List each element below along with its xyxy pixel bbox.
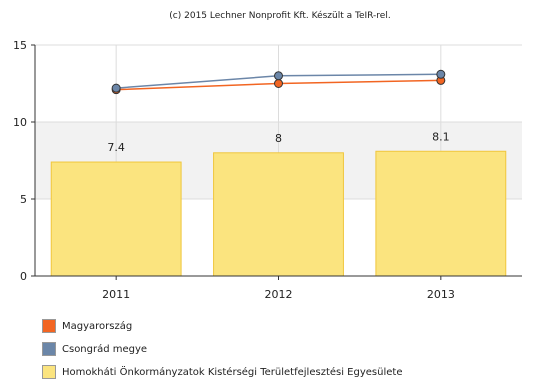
bar-data-label: 8	[275, 132, 282, 145]
series-marker	[274, 71, 283, 81]
bar-data-label: 8.1	[432, 130, 450, 143]
legend-item-hungary: Magyarország	[42, 318, 402, 334]
bar-data-label: 7.4	[107, 141, 125, 154]
series-marker	[436, 69, 446, 79]
legend-item-homokhati: Homokháti Önkormányzatok Kistérségi Terü…	[42, 364, 402, 380]
y-tick-label: 0	[20, 270, 27, 283]
x-tick-label: 2012	[265, 288, 293, 301]
series-marker	[111, 83, 121, 93]
chart-title: (c) 2015 Lechner Nonprofit Kft. Készült …	[169, 10, 390, 21]
y-tick-label: 10	[13, 116, 27, 129]
bar	[50, 161, 182, 277]
legend-swatch-homokhati	[42, 365, 56, 379]
y-tick-label: 15	[13, 39, 27, 52]
legend-item-csongrad: Csongrád megye	[42, 341, 402, 357]
legend-swatch-hungary	[42, 319, 56, 333]
bar	[213, 152, 344, 277]
x-tick-label: 2011	[102, 288, 130, 301]
series-marker	[274, 79, 283, 88]
legend: Magyarország Csongrád megye Homokháti Ön…	[42, 318, 402, 387]
bar	[375, 150, 507, 277]
legend-label-homokhati: Homokháti Önkormányzatok Kistérségi Terü…	[62, 366, 403, 378]
legend-label-csongrad: Csongrád megye	[62, 343, 148, 355]
legend-swatch-csongrad	[42, 342, 56, 356]
x-tick-label: 2013	[427, 288, 455, 301]
y-tick-label: 5	[20, 193, 27, 206]
legend-label-hungary: Magyarország	[62, 320, 133, 332]
